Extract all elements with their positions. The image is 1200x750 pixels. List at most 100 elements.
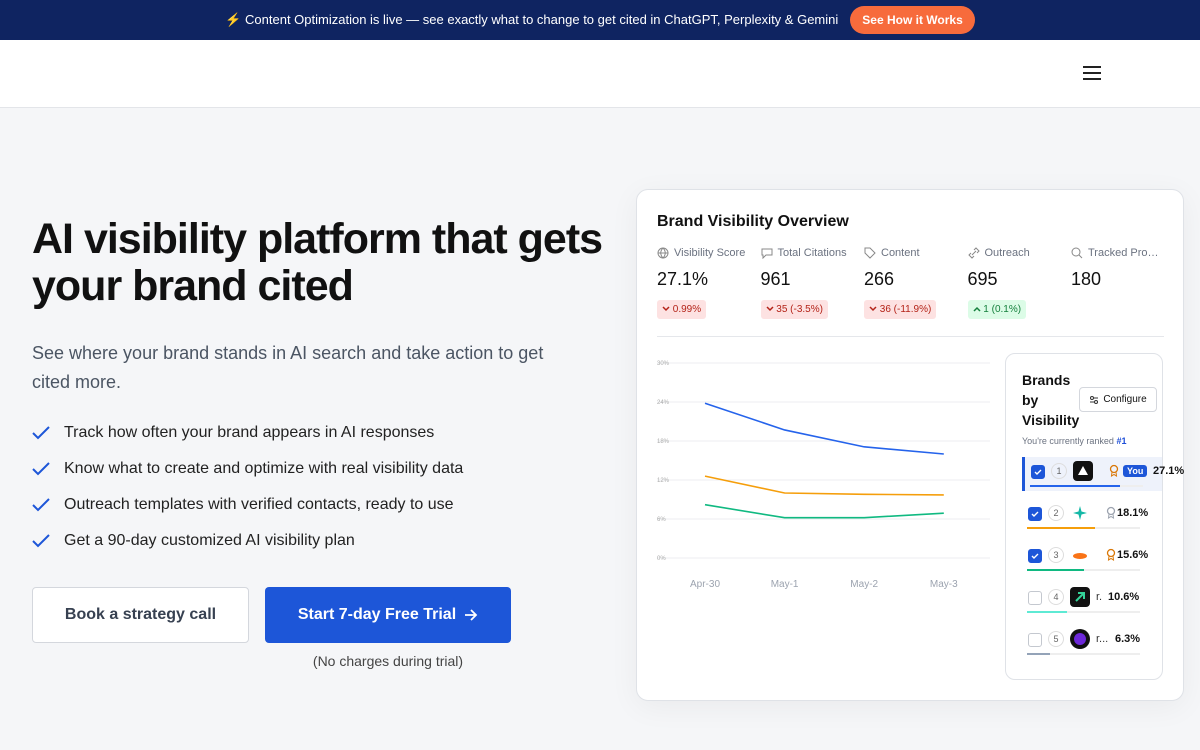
checkbox[interactable] [1028,507,1042,521]
check-mark [1034,469,1042,475]
check-icon [32,462,50,476]
metric-change-text: 0.99% [672,304,702,315]
dashboard-title: Brand Visibility Overview [657,213,849,230]
metric-label: Content [881,247,920,259]
brand-row: 3 15.6% [1022,541,1162,575]
check-mark [1031,511,1039,517]
brands-title: Brands by Visibility [1022,372,1080,428]
metric-change: 36 (-11.9%) [864,300,937,319]
award-icon [1106,548,1116,565]
feature-text: Know what to create and optimize with re… [64,460,464,477]
trend-arrow [765,306,774,312]
checkbox[interactable] [1028,591,1042,605]
brand-value: 6.3% [1115,633,1141,645]
metric-label-row: Outreach [967,247,1068,259]
award-svg [1109,464,1119,477]
brand-value: 18.1% [1117,507,1149,519]
metric: Total Citations 961 35 (-3.5%) [760,247,861,319]
logo-icon [1073,553,1087,559]
trial-button[interactable]: Start 7-day Free Trial [265,587,511,643]
trend-arrow [972,306,981,312]
metric-change: 1 (0.1%) [967,300,1027,319]
visibility-track [1027,527,1140,529]
check-icon [32,534,50,548]
checkbox[interactable] [1031,465,1045,479]
configure-button[interactable]: Configure [1079,387,1157,412]
y-tick-label: 24% [657,400,670,406]
brand-row: 5 r... 6.3% [1022,625,1162,659]
rank-caption: You're currently ranked [1022,436,1114,446]
x-tick-label: May-2 [850,579,878,590]
arrow-icon [465,609,478,621]
feature-text: Track how often your brand appears in AI… [64,424,435,441]
feature-item: Get a 90-day customized AI visibility pl… [32,532,355,550]
rank-text: You're currently ranked #1 [1022,436,1126,446]
brand-logo [1070,629,1090,649]
metric-change-text: 36 (-11.9%) [879,304,932,315]
award-svg [1106,506,1116,519]
award-icon [1106,506,1116,523]
brand-name: r. [1096,591,1103,603]
visibility-track [1030,485,1143,487]
configure-label: Configure [1103,394,1147,405]
metric-value: 266 [864,269,895,289]
visibility-bar [1027,611,1067,613]
visibility-bar [1027,527,1095,529]
metric-icon [657,247,669,259]
metric-icon [1071,247,1083,259]
sliders-icon [1090,395,1099,404]
rank-number: 4 [1048,589,1064,605]
metric-label: Tracked Pro… [1088,247,1159,259]
trial-note: (No charges during trial) [312,653,464,669]
brand-value: 27.1% [1153,465,1185,477]
brand-logo [1070,587,1090,607]
metric-change-text: 35 (-3.5%) [776,304,823,315]
dashboard-card: Brand Visibility Overview Visibility Sco… [636,189,1184,701]
brand-row: 1 You 27.1% [1022,457,1184,491]
feature-text: Get a 90-day customized AI visibility pl… [64,532,355,549]
x-tick-label: May-1 [771,579,799,590]
logo-icon [1073,506,1087,520]
rank-number: 1 [1051,463,1067,479]
metric-icon [967,247,980,259]
line-series [704,503,944,519]
line-chart: 0% 6% 12% 18% 24% 30% Apr-30 May-1 May-2 May-3 [657,361,990,590]
award-svg [1106,548,1116,561]
line-series [704,402,944,455]
check-icon [32,426,50,440]
rank-number: 3 [1048,547,1064,563]
check-icon [32,498,50,512]
brand-name: r... [1096,633,1109,645]
metric-label-row: Tracked Pro… [1071,247,1171,259]
metric-label: Visibility Score [674,247,746,259]
brand-value: 15.6% [1117,549,1149,561]
brand-row: 4 r. 10.6% [1022,583,1162,617]
metric-icon [761,248,772,259]
metric-label-row: Visibility Score [657,247,757,259]
metric-value: 27.1% [657,269,709,289]
checkbox[interactable] [1028,549,1042,563]
line-series [704,475,944,496]
trend-arrow [869,306,877,312]
feature-text: Outreach templates with verified contact… [64,496,454,513]
visibility-track [1027,653,1140,655]
y-tick-label: 6% [657,517,666,523]
metric-change: 35 (-3.5%) [760,300,828,319]
checkbox[interactable] [1028,633,1042,647]
metric-change-text: 1 (0.1%) [983,304,1022,315]
visibility-bar [1030,485,1121,487]
rank-value: #1 [1116,436,1127,446]
metric-label: Total Citations [777,247,847,259]
brand-logo [1073,461,1093,481]
logo-icon [1070,629,1090,649]
banner-button[interactable]: See How it Works [850,6,975,34]
strategy-call-button[interactable]: Book a strategy call [32,587,249,643]
you-badge: You [1123,465,1148,477]
x-tick-label: Apr-30 [690,579,720,590]
menu-button[interactable] [1082,65,1102,81]
brand-logo [1070,503,1090,523]
visibility-track [1027,569,1140,571]
hero-subtitle: See where your brand stands in AI search… [32,343,544,392]
navbar [0,40,1200,108]
